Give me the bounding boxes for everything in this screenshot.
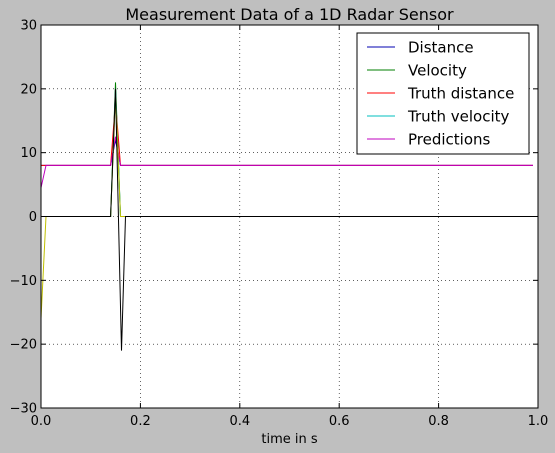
x-axis-label: time in s bbox=[261, 432, 317, 447]
x-tick-label: 0.2 bbox=[130, 414, 151, 429]
x-tick-label: 0.6 bbox=[329, 414, 350, 429]
legend-label: Predictions bbox=[408, 131, 491, 149]
y-tick-label: 10 bbox=[20, 146, 37, 161]
legend-label: Truth distance bbox=[407, 85, 514, 103]
y-tick-label: −20 bbox=[10, 338, 37, 353]
x-tick-label: 0.4 bbox=[229, 414, 250, 429]
x-tick-label: 0.8 bbox=[428, 414, 449, 429]
series-line-unlabeled-6 bbox=[41, 88, 533, 351]
y-tick-label: 20 bbox=[20, 82, 37, 97]
y-tick-label: −10 bbox=[10, 274, 37, 289]
legend: Distance Velocity Truth distance Truth velo… bbox=[356, 32, 530, 155]
y-tick-label: 30 bbox=[20, 19, 37, 34]
axis-ticks: 0.0 0.2 0.4 0.6 0.8 1.0 −30 −20 −10 0 10 20 30 bbox=[10, 19, 549, 430]
legend-label: Distance bbox=[408, 39, 474, 57]
y-tick-label: 0 bbox=[29, 210, 37, 225]
legend-label: Velocity bbox=[408, 62, 467, 80]
chart-title: Measurement Data of a 1D Radar Sensor bbox=[125, 5, 454, 24]
x-tick-label: 1.0 bbox=[528, 414, 549, 429]
x-tick-label: 0.0 bbox=[31, 414, 52, 429]
y-tick-label: −30 bbox=[10, 402, 37, 417]
legend-label: Truth velocity bbox=[407, 108, 510, 126]
